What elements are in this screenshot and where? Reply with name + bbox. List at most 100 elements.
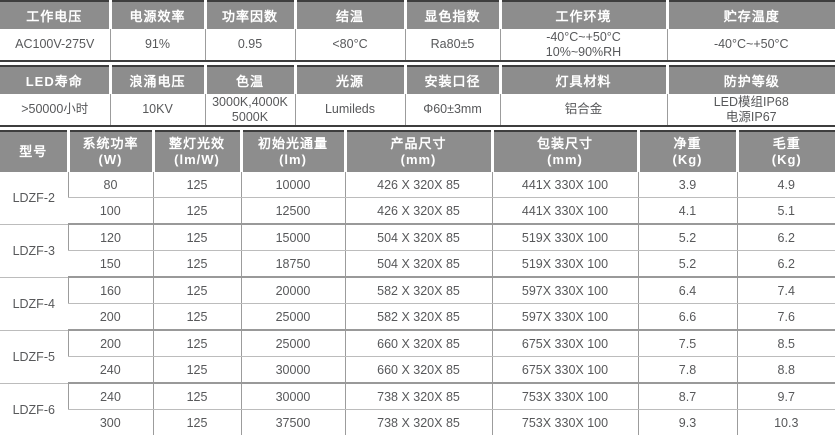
- col-header-unit: (mm): [547, 152, 583, 167]
- cell-gross-weight: 4.9: [736, 172, 835, 198]
- cell-net-weight: 5.2: [637, 250, 737, 278]
- value-surge-voltage: 10KV: [109, 94, 205, 126]
- cell-package-size: 597X 330X 100: [491, 303, 638, 331]
- cell-product-size: 504 X 320X 85: [344, 224, 492, 251]
- col-header-unit: (Kg): [771, 152, 802, 167]
- models-table: 型号 系统功率 (W) 整灯光效 (lm/W) 初始光通量 (lm) 产品尺寸 (mm)…: [0, 130, 835, 435]
- cell-net-weight: 4.1: [637, 197, 737, 225]
- led-spec-table: LED寿命 浪涌电压 色温 光源 安装口径 灯具材料 防护等级 >50000小时…: [0, 65, 835, 127]
- header-storage-temp: 贮存温度: [665, 1, 835, 29]
- cell-package-size: 519X 330X 100: [491, 224, 638, 251]
- model-cell: LDZF-3: [0, 224, 68, 278]
- col-header-label: 毛重: [772, 135, 801, 151]
- header-working-voltage: 工作电压: [0, 1, 110, 29]
- cell-net-weight: 5.2: [637, 224, 737, 251]
- cell-efficacy: 125: [152, 356, 241, 384]
- cell-net-weight: 7.5: [637, 330, 737, 357]
- cell-package-size: 675X 330X 100: [491, 356, 638, 384]
- value-storage-temp: -40°C~+50°C: [666, 29, 835, 61]
- cell-net-weight: 3.9: [637, 172, 737, 198]
- col-header-luminous-efficacy: 整灯光效 (lm/W): [151, 131, 241, 172]
- value-power-factor: 0.95: [204, 29, 295, 61]
- cell-power: 240: [67, 383, 153, 410]
- value-operating-environment: -40°C~+50°C 10%~90%RH: [499, 29, 667, 61]
- table-row: LDZF-6 240 125 30000 738 X 320X 85 753X …: [0, 383, 835, 435]
- model-cell: LDZF-5: [0, 330, 68, 384]
- col-header-label: 净重: [673, 135, 702, 151]
- cell-flux: 37500: [240, 409, 345, 435]
- spec2-header-row: LED寿命 浪涌电压 色温 光源 安装口径 灯具材料 防护等级: [0, 66, 835, 94]
- cell-net-weight: 6.6: [637, 303, 737, 331]
- cell-package-size: 753X 330X 100: [491, 383, 638, 410]
- cell-product-size: 738 X 320X 85: [344, 383, 492, 410]
- value-cri: Ra80±5: [404, 29, 500, 61]
- cell-gross-weight: 8.8: [736, 356, 835, 384]
- cell-power: 200: [67, 330, 153, 357]
- cell-flux: 25000: [240, 330, 345, 357]
- table-row: LDZF-5 200 125 25000 660 X 320X 85 675X …: [0, 330, 835, 384]
- header-power-factor: 功率因数: [203, 1, 295, 29]
- spec1-value-row: AC100V-275V 91% 0.95 <80°C Ra80±5 -40°C~…: [0, 29, 835, 61]
- model-cell: LDZF-6: [0, 383, 68, 435]
- col-header-unit: (W): [98, 152, 123, 167]
- value-color-temp: 3000K,4000K 5000K: [204, 94, 295, 126]
- table-row: 150 125 18750 504 X 320X 85 519X 330X 10…: [0, 250, 835, 278]
- cell-package-size: 441X 330X 100: [491, 197, 638, 225]
- header-operating-environment: 工作环境: [498, 1, 667, 29]
- cell-efficacy: 125: [152, 224, 241, 251]
- spec1-header-row: 工作电压 电源效率 功率因数 结温 显色指数 工作环境 贮存温度: [0, 1, 835, 29]
- col-header-unit: (lm/W): [174, 152, 220, 167]
- cell-efficacy: 125: [152, 250, 241, 278]
- cell-product-size: 660 X 320X 85: [344, 356, 492, 384]
- col-header-package-size: 包装尺寸 (mm): [490, 131, 638, 172]
- cell-product-size: 660 X 320X 85: [344, 330, 492, 357]
- header-color-temp: 色温: [203, 66, 295, 94]
- model-cell: LDZF-4: [0, 277, 68, 331]
- cell-gross-weight: 5.1: [736, 197, 835, 225]
- cell-power: 150: [68, 250, 153, 278]
- table-row: 100 125 12500 426 X 320X 85 441X 330X 10…: [0, 197, 835, 225]
- cell-flux: 25000: [240, 303, 345, 331]
- table-row: 300 125 37500 738 X 320X 85 753X 330X 10…: [0, 409, 835, 435]
- cell-net-weight: 7.8: [637, 356, 737, 384]
- col-header-product-size: 产品尺寸 (mm): [343, 131, 492, 172]
- header-housing-material: 灯具材料: [498, 66, 667, 94]
- col-header-label: 包装尺寸: [536, 135, 593, 151]
- models-header-row: 型号 系统功率 (W) 整灯光效 (lm/W) 初始光通量 (lm) 产品尺寸 (mm)…: [0, 131, 835, 172]
- cell-package-size: 441X 330X 100: [491, 172, 638, 198]
- cell-power: 200: [68, 303, 153, 331]
- model-cell: LDZF-2: [0, 172, 68, 225]
- value-light-source: Lumileds: [294, 94, 405, 126]
- cell-flux: 10000: [240, 172, 345, 198]
- col-header-label: 初始光通量: [257, 135, 328, 151]
- cell-power: 300: [68, 409, 153, 435]
- col-header-system-power: 系统功率 (W): [66, 131, 153, 172]
- cell-gross-weight: 7.4: [736, 277, 835, 304]
- cell-flux: 12500: [240, 197, 345, 225]
- header-junction-temp: 结温: [293, 1, 405, 29]
- cell-flux: 30000: [240, 356, 345, 384]
- value-housing-material: 铝合金: [499, 94, 667, 126]
- value-power-efficiency: 91%: [109, 29, 205, 61]
- cell-gross-weight: 6.2: [736, 224, 835, 251]
- table-row: 200 125 25000 582 X 320X 85 597X 330X 10…: [0, 303, 835, 331]
- cell-power: 240: [68, 356, 153, 384]
- header-cri: 显色指数: [403, 1, 500, 29]
- col-header-unit: (Kg): [672, 152, 703, 167]
- cell-flux: 20000: [240, 277, 345, 304]
- cell-product-size: 582 X 320X 85: [344, 277, 492, 304]
- cell-package-size: 753X 330X 100: [491, 409, 638, 435]
- col-header-label: 系统功率: [82, 135, 139, 151]
- cell-gross-weight: 10.3: [736, 409, 835, 435]
- col-header-initial-flux: 初始光通量 (lm): [239, 131, 345, 172]
- header-light-source: 光源: [293, 66, 405, 94]
- value-junction-temp: <80°C: [294, 29, 405, 61]
- cell-product-size: 426 X 320X 85: [344, 197, 492, 225]
- header-ip-rating: 防护等级: [665, 66, 835, 94]
- table-row: LDZF-3 120 125 15000 504 X 320X 85 519X …: [0, 224, 835, 278]
- electrical-spec-table: 工作电压 电源效率 功率因数 结温 显色指数 工作环境 贮存温度 AC100V-…: [0, 0, 835, 62]
- table-row: LDZF-4 160 125 20000 582 X 320X 85 597X …: [0, 277, 835, 331]
- cell-power: 80: [67, 172, 153, 198]
- cell-gross-weight: 9.7: [736, 383, 835, 410]
